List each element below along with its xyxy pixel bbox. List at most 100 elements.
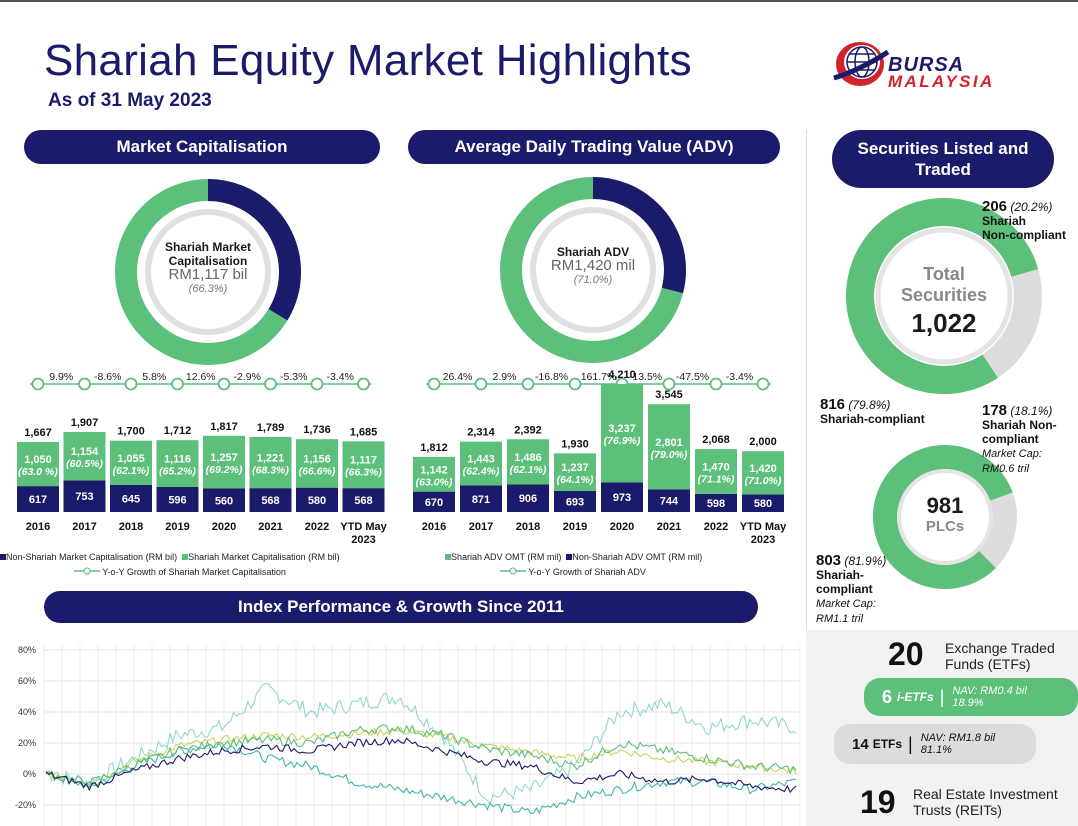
etf-count: 20 (888, 636, 924, 672)
total-value: 1,685 (350, 426, 378, 438)
total-value: 1,812 (420, 442, 448, 454)
shariah-share: (63.0%) (416, 476, 453, 488)
non-shariah-bar (156, 486, 199, 512)
market-cap-donut-label: Shariah Market Capitalisation RM1,117 bi… (146, 240, 270, 296)
non-shariah-bar (249, 488, 292, 512)
non-shariah-value: 871 (472, 494, 490, 506)
y-tick-label: 0% (23, 769, 36, 779)
category-label: 2021 (657, 521, 681, 533)
shariah-value: 1,050 (24, 454, 52, 466)
category-label: 2017 (469, 521, 493, 533)
legend-shariah-adv: Shariah ADV OMT (RM mil) (451, 552, 562, 562)
plc-noncompliant-label: 178 (18.1%) Shariah Non- compliant Marke… (982, 402, 1057, 475)
shariah-bar (648, 404, 690, 490)
index-series-yellow (45, 726, 797, 785)
shariah-bar (460, 441, 502, 486)
non-shariah-bar (742, 494, 784, 512)
shariah-value: 1,237 (561, 462, 589, 474)
total-securities-value: 1,022 (911, 308, 977, 338)
shariah-value: 1,117 (350, 455, 377, 467)
plc-compliant-label: 803 (81.9%) Shariah- compliant Market Ca… (816, 552, 887, 625)
non-shariah-bar (296, 487, 338, 512)
plc-label: 981 PLCs (925, 493, 965, 536)
shariah-share: (62.1%) (510, 464, 547, 476)
growth-point (357, 377, 370, 391)
total-value: 1,789 (257, 422, 285, 434)
index-series-teal (45, 741, 797, 815)
shariah-value: 1,486 (514, 452, 542, 464)
non-shariah-value: 753 (75, 491, 93, 503)
reit-count: 19 (860, 784, 896, 820)
market-cap-line-legend: Y-o-Y Growth of Shariah Market Capitalis… (74, 567, 286, 577)
total-value: 2,392 (514, 424, 542, 436)
category-label: 2023 (351, 534, 375, 546)
shariah-share: (66.6%) (299, 465, 336, 477)
plc-donut (873, 445, 1017, 589)
category-label: 2016 (422, 521, 446, 533)
shariah-share: (64.1%) (557, 474, 594, 486)
growth-point (709, 377, 723, 391)
growth-label: 26.4% (443, 371, 473, 383)
legend-non-shariah-cap: Non-Shariah Market Capitalisation (RM bi… (6, 552, 178, 562)
category-label: 2018 (516, 521, 540, 533)
non-shariah-bar (63, 480, 106, 512)
page-subtitle: As of 31 May 2023 (48, 90, 212, 111)
adv-bar-chart: 26.4% 2.9% -16.8% 161.7% -13.5% -47.5% -3.4% 67… (413, 369, 787, 546)
market-cap-bar-chart: 9.9% -8.6% 5.8% 12.6% -2.9% -5.3% -3.4% 617 1,05… (17, 371, 388, 546)
market-cap-legend: Non-Shariah Market Capitalisation (RM bi… (0, 552, 340, 562)
shariah-value: 1,055 (117, 453, 145, 465)
shariah-share: (79.0%) (651, 449, 688, 461)
growth-label: 12.6% (186, 371, 216, 383)
non-shariah-value: 580 (308, 495, 326, 507)
growth-label: -8.6% (94, 371, 121, 383)
total-value: 4,210 (608, 369, 636, 381)
shariah-value: 1,154 (71, 446, 99, 458)
growth-label: -2.9% (234, 371, 261, 383)
logo-malaysia: MALAYSIA (888, 72, 995, 91)
growth-label: -3.4% (327, 371, 354, 383)
non-shariah-bar (695, 493, 737, 512)
category-label: YTD May (740, 521, 787, 533)
growth-label: -16.8% (535, 371, 568, 383)
growth-point (756, 377, 770, 391)
growth-point (521, 377, 535, 391)
shariah-value: 1,420 (749, 463, 777, 475)
non-shariah-value: 693 (566, 496, 584, 508)
shariah-bar (17, 442, 59, 487)
total-value: 1,700 (117, 426, 145, 438)
growth-point (474, 377, 488, 391)
shariah-bar (110, 440, 152, 485)
page-title: Shariah Equity Market Highlights (44, 36, 692, 85)
total-value: 1,712 (164, 425, 192, 437)
reit-label: Real Estate Investment Trusts (REITs) (913, 786, 1058, 818)
shariah-bar (63, 432, 106, 481)
shariah-share: (69.2%) (206, 464, 243, 476)
y-tick-label: 60% (18, 676, 36, 686)
category-label: 2022 (704, 521, 728, 533)
shariah-bar (507, 439, 549, 485)
category-label: YTD May (340, 521, 387, 533)
legend-shariah-cap: Shariah Market Capitalisation (RM bil) (188, 552, 340, 562)
category-label: 2016 (26, 521, 50, 533)
growth-label: -5.3% (280, 371, 307, 383)
shariah-share: (71.1%) (698, 473, 735, 485)
adv-donut-pct: (71.0%) (573, 274, 613, 286)
growth-point (31, 377, 45, 391)
legend-cap-growth: Y-o-Y Growth of Shariah Market Capitalis… (102, 567, 286, 577)
shariah-share: (66.3%) (345, 467, 382, 479)
shariah-value: 1,116 (164, 454, 191, 466)
non-shariah-bar (413, 491, 455, 512)
total-noncompliant-label: 206 (20.2%) Shariah Non-compliant (982, 198, 1066, 242)
adv-pill: Average Daily Trading Value (ADV) (408, 130, 780, 164)
category-label: 2018 (119, 521, 143, 533)
total-value: 1,930 (561, 438, 589, 450)
shariah-value: 1,221 (257, 453, 285, 465)
non-shariah-bar (507, 484, 549, 512)
adv-donut-label: Shariah ADV RM1,420 mil (71.0%) (531, 245, 655, 287)
growth-point (78, 377, 91, 391)
securities-pill: Securities Listed and Traded (832, 130, 1054, 188)
shariah-value: 1,156 (303, 453, 331, 465)
non-shariah-value: 596 (168, 494, 186, 506)
shariah-share: (62.1%) (113, 465, 150, 477)
index-perf-pill: Index Performance & Growth Since 2011 (44, 591, 758, 623)
